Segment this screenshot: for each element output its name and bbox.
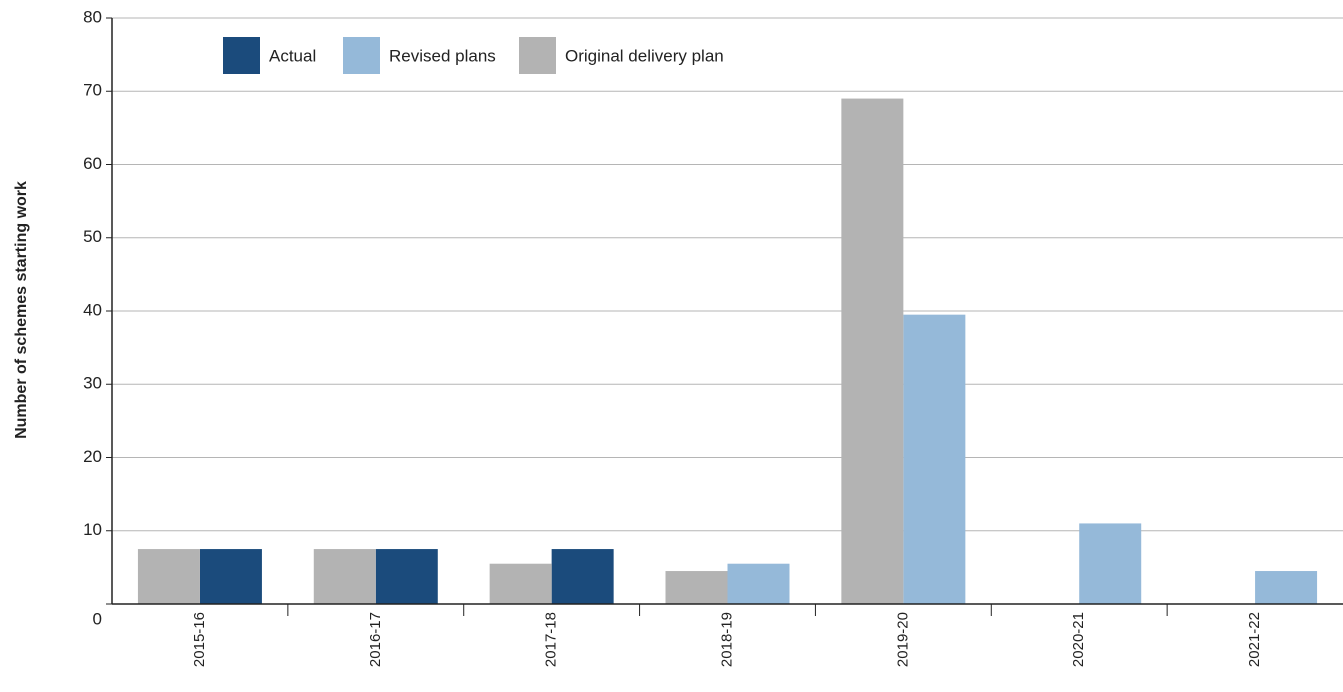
bar bbox=[841, 98, 904, 604]
y-tick-label: 60 bbox=[83, 154, 102, 173]
legend-label: Revised plans bbox=[389, 46, 496, 65]
legend-swatch bbox=[519, 37, 556, 74]
legend-swatch bbox=[343, 37, 380, 74]
bar bbox=[137, 549, 200, 604]
x-tick-label: 2019-20 bbox=[894, 612, 911, 667]
x-tick-label: 2018-19 bbox=[718, 612, 735, 667]
bar bbox=[199, 549, 262, 604]
y-tick-label: 50 bbox=[83, 227, 102, 246]
y-tick-label: 30 bbox=[83, 374, 102, 393]
bar bbox=[551, 549, 614, 604]
bar bbox=[489, 563, 552, 604]
bar bbox=[375, 549, 438, 604]
bar bbox=[313, 549, 376, 604]
y-tick-label: 20 bbox=[83, 447, 102, 466]
x-tick-label: 2020-21 bbox=[1070, 612, 1087, 667]
bar bbox=[1079, 523, 1142, 604]
y-axis-title: Number of schemes starting work bbox=[13, 181, 30, 439]
y-tick-label: 70 bbox=[83, 81, 102, 100]
y-tick-label: 0 bbox=[93, 609, 102, 628]
legend-label: Original delivery plan bbox=[565, 46, 724, 65]
bar bbox=[665, 571, 728, 604]
x-tick-label: 2017-18 bbox=[543, 612, 560, 667]
legend-swatch bbox=[223, 37, 260, 74]
bar bbox=[727, 563, 790, 604]
x-tick-label: 2016-17 bbox=[367, 612, 384, 667]
legend-label: Actual bbox=[269, 46, 316, 65]
y-tick-label: 10 bbox=[83, 520, 102, 539]
y-tick-label: 40 bbox=[83, 300, 102, 319]
y-tick-label: 80 bbox=[83, 7, 102, 26]
x-tick-label: 2015-16 bbox=[191, 612, 208, 667]
bar bbox=[1255, 571, 1318, 604]
bar bbox=[903, 314, 966, 604]
x-tick-label: 2021-22 bbox=[1246, 612, 1263, 667]
